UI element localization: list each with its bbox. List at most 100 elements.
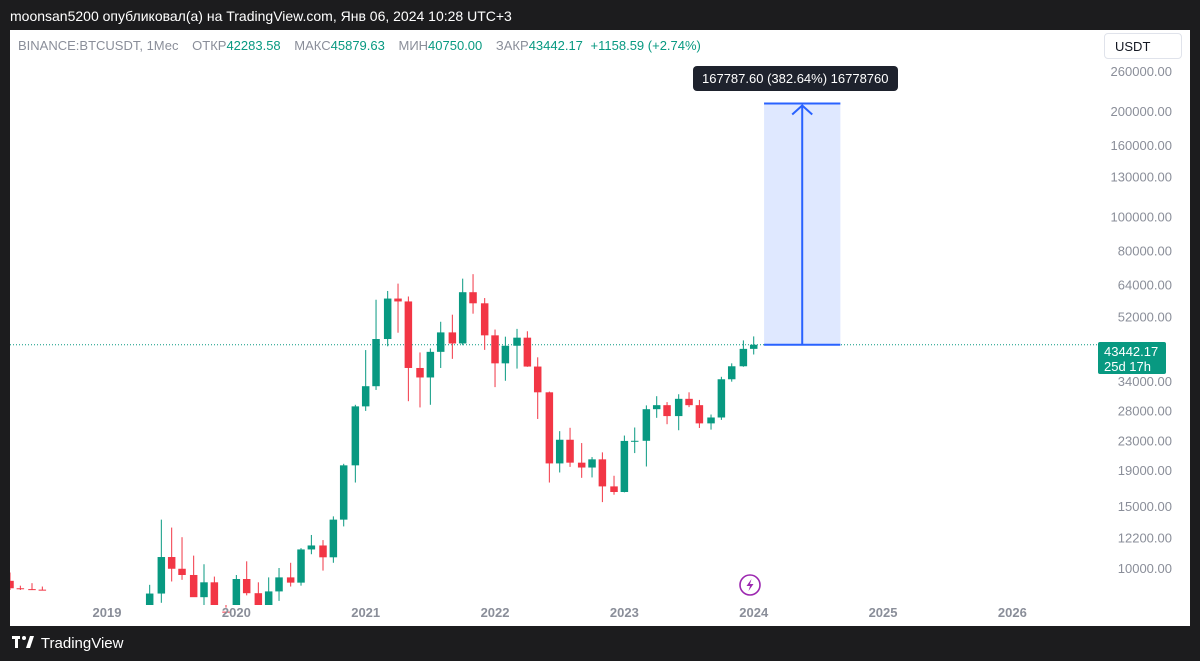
change-value: +1158.59 (+2.74%) [590, 38, 701, 53]
candle[interactable] [685, 392, 693, 408]
candle[interactable] [598, 452, 607, 503]
candle[interactable] [663, 402, 671, 425]
candle-body [286, 577, 295, 583]
candle[interactable] [210, 576, 219, 605]
candle[interactable] [10, 572, 14, 590]
candle[interactable] [448, 314, 457, 359]
price-tick-label: 34000.00 [1118, 374, 1172, 389]
candle[interactable] [242, 561, 251, 596]
candle[interactable] [167, 527, 176, 582]
time-tick-label: 2024 [739, 605, 769, 620]
candle[interactable] [491, 329, 499, 388]
candle[interactable] [394, 283, 402, 333]
time-tick-label: 2026 [998, 605, 1027, 620]
price-tick-label: 200000.00 [1111, 104, 1172, 119]
candle-body [189, 574, 198, 598]
candle-body [38, 589, 47, 591]
candle[interactable] [16, 585, 25, 590]
candle-body [145, 593, 154, 605]
candle-body [10, 580, 14, 589]
candle[interactable] [630, 427, 639, 454]
candle[interactable] [275, 567, 283, 601]
candle[interactable] [707, 414, 715, 430]
measure-tool[interactable] [764, 102, 841, 346]
candle[interactable] [38, 586, 47, 591]
candle[interactable] [319, 540, 327, 571]
candle[interactable] [695, 399, 704, 428]
footer-brand-name: TradingView [40, 635, 124, 652]
candle[interactable] [339, 463, 348, 527]
candle[interactable] [232, 574, 241, 605]
candle[interactable] [727, 363, 736, 382]
candle[interactable] [222, 605, 230, 613]
candle[interactable] [588, 457, 596, 478]
candle-body [727, 366, 736, 380]
candle-body [264, 591, 273, 605]
lightning-icon[interactable] [739, 574, 761, 596]
candle-body [436, 332, 445, 352]
candle[interactable] [178, 537, 186, 580]
candle[interactable] [642, 405, 651, 467]
time-tick-label: 2021 [351, 605, 380, 620]
candle[interactable] [286, 562, 295, 587]
candle[interactable] [501, 336, 510, 381]
candle[interactable] [436, 321, 445, 368]
candle[interactable] [416, 352, 424, 408]
candle-body [739, 348, 748, 367]
candle[interactable] [458, 278, 467, 346]
candle[interactable] [200, 564, 208, 605]
candle[interactable] [513, 328, 521, 369]
candle[interactable] [620, 435, 629, 493]
candle-body [598, 459, 607, 487]
candle-body [480, 303, 489, 336]
candle-body [426, 351, 435, 378]
candle[interactable] [739, 340, 748, 367]
candle[interactable] [545, 391, 554, 483]
low-value: 40750.00 [428, 38, 483, 53]
candle[interactable] [307, 534, 316, 555]
candle[interactable] [523, 331, 532, 367]
candle-body [707, 417, 715, 424]
candle[interactable] [297, 548, 305, 586]
candle[interactable] [533, 357, 542, 419]
candle[interactable] [480, 298, 489, 350]
candle[interactable] [28, 583, 36, 591]
candle[interactable] [652, 396, 661, 418]
gridlines [10, 71, 1090, 570]
currency-button[interactable]: USDT [1104, 33, 1182, 59]
candle-body [232, 579, 241, 605]
candle[interactable] [254, 582, 263, 605]
candle[interactable] [372, 299, 380, 390]
candle-body [361, 386, 370, 407]
price-tick-label: 12200.00 [1118, 530, 1172, 545]
candle-body [533, 366, 542, 393]
candle[interactable] [383, 290, 392, 347]
candle-body [610, 486, 618, 493]
candle[interactable] [674, 394, 683, 431]
candle-body [297, 549, 305, 583]
candle[interactable] [577, 443, 586, 478]
candle[interactable] [145, 584, 154, 605]
candle[interactable] [264, 577, 273, 605]
candle-body [16, 588, 25, 590]
chart-panel[interactable]: 10000.00 12200.00 15000.00 19000.00 23000.00… [10, 30, 1190, 626]
candle[interactable] [566, 427, 574, 467]
candle[interactable] [404, 296, 413, 402]
candle[interactable] [157, 519, 166, 603]
candle-body [200, 582, 208, 598]
close-label: ЗАКР [495, 38, 529, 53]
candle[interactable] [749, 336, 758, 355]
candle[interactable] [426, 348, 435, 405]
candle[interactable] [610, 475, 618, 495]
candle-body [749, 344, 758, 349]
candle[interactable] [717, 376, 726, 420]
candle[interactable] [469, 274, 477, 314]
price-tick-label: 10000.00 [1118, 561, 1172, 576]
candle[interactable] [361, 350, 370, 411]
candle[interactable] [189, 555, 198, 598]
price-chart[interactable]: 10000.00 12200.00 15000.00 19000.00 23000.00… [10, 30, 1190, 626]
low-label: МИН [398, 38, 429, 53]
candle[interactable] [555, 431, 564, 473]
candle[interactable] [351, 404, 360, 483]
candle[interactable] [329, 516, 338, 563]
